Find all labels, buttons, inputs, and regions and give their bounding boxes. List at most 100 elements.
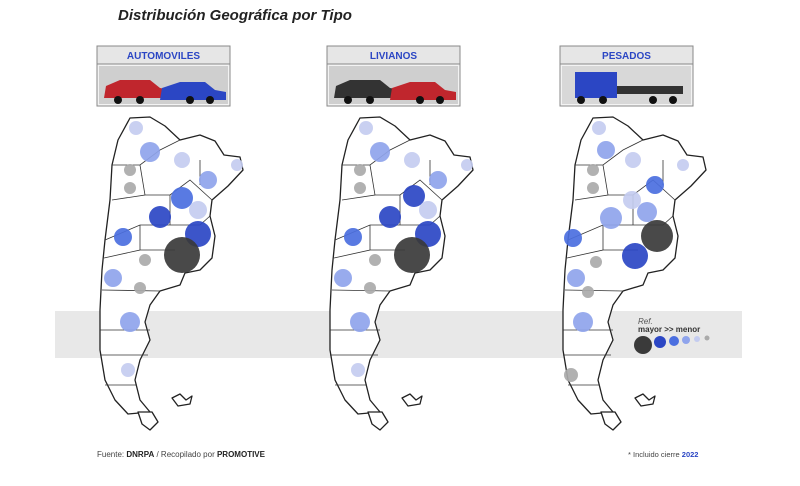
wheel [186, 96, 194, 104]
footer-text: Fuente: [97, 450, 124, 459]
region-dot [592, 121, 606, 135]
vehicle [390, 82, 456, 100]
vehicle-image [562, 66, 691, 104]
region-dot [139, 254, 151, 266]
wheel [136, 96, 144, 104]
legend-dot [654, 336, 666, 348]
panel: LIVIANOS [326, 45, 474, 431]
title: Distribución Geográfica por Tipo [118, 7, 352, 24]
region-dot [623, 191, 641, 209]
region-dot [646, 176, 664, 194]
region-dot [587, 182, 599, 194]
region-dot [140, 142, 160, 162]
tierra-del-fuego [137, 411, 159, 431]
region-dot [461, 159, 473, 171]
region-dot [587, 164, 599, 176]
vehicle [575, 72, 617, 98]
region-dot [573, 312, 593, 332]
footer-text: 2022 [682, 450, 699, 459]
panel: AUTOMOVILES [96, 45, 244, 431]
region-dot [231, 159, 243, 171]
footer-text: PROMOTIVE [217, 450, 266, 459]
footer-source: Fuente: DNRPA / Recopilado por PROMOTIVE [97, 450, 266, 459]
wheel [206, 96, 214, 104]
region-dot [174, 152, 190, 168]
legend-dot [704, 335, 710, 341]
region-dot [354, 164, 366, 176]
wheel [416, 96, 424, 104]
footer-text: DNRPA [126, 450, 154, 459]
region-dot [114, 228, 132, 246]
footer-text: * Incluido cierre [628, 450, 680, 459]
footer-text: / Recopilado por [156, 450, 215, 459]
panel: PESADOS [559, 45, 707, 431]
region-dot [120, 312, 140, 332]
panels: AUTOMOVILES LIVIANOS PESADOS [96, 45, 707, 431]
region-dot [129, 121, 143, 135]
panel-label: AUTOMOVILES [127, 51, 200, 62]
vehicle [617, 86, 683, 94]
legend-dot [694, 336, 700, 342]
malvinas [634, 393, 656, 407]
region-dot [164, 237, 200, 273]
wheel [114, 96, 122, 104]
region-dot [359, 121, 373, 135]
region-dot [134, 282, 146, 294]
panel-label: LIVIANOS [370, 51, 418, 62]
region-dot [104, 269, 122, 287]
region-dot [171, 187, 193, 209]
region-dot [641, 220, 673, 252]
region-dot [121, 363, 135, 377]
region-dot [404, 152, 420, 168]
region-dot [364, 282, 376, 294]
wheel [669, 96, 677, 104]
region-dot [149, 206, 171, 228]
region-dot [677, 159, 689, 171]
region-dot [369, 254, 381, 266]
highlight-band [55, 311, 742, 358]
wheel [649, 96, 657, 104]
region-dot [403, 185, 425, 207]
vehicle-image [99, 66, 228, 104]
region-dot [597, 141, 615, 159]
wheel [366, 96, 374, 104]
region-dot [124, 182, 136, 194]
legend-scale: mayor >> menor [638, 325, 700, 334]
region-dot [600, 207, 622, 229]
legend-dot [634, 336, 652, 354]
region-dot [637, 202, 657, 222]
panel-label-bg [559, 45, 694, 65]
region-dot [622, 243, 648, 269]
vehicle [160, 82, 226, 100]
wheel [436, 96, 444, 104]
region-dot [370, 142, 390, 162]
malvinas [171, 393, 193, 407]
legend-dot [669, 336, 679, 346]
region-dot [344, 228, 362, 246]
panel-label: PESADOS [602, 51, 651, 62]
tierra-del-fuego [600, 411, 622, 431]
tierra-del-fuego [367, 411, 389, 431]
region-dot [582, 286, 594, 298]
legend-dot [682, 336, 690, 344]
legend: Ref. mayor >> menor [634, 317, 710, 354]
region-dot [334, 269, 352, 287]
region-dot [590, 256, 602, 268]
region-dot [351, 363, 365, 377]
vehicle [334, 80, 402, 98]
vehicle [104, 80, 172, 98]
region-dot [564, 368, 578, 382]
region-dot [394, 237, 430, 273]
region-dot [419, 201, 437, 219]
wheel [344, 96, 352, 104]
region-dot [564, 229, 582, 247]
wheel [599, 96, 607, 104]
footer-note: * Incluido cierre 2022 [628, 450, 698, 459]
region-dot [354, 182, 366, 194]
region-dot [189, 201, 207, 219]
region-dot [350, 312, 370, 332]
region-dot [379, 206, 401, 228]
region-dot [124, 164, 136, 176]
region-dot [567, 269, 585, 287]
